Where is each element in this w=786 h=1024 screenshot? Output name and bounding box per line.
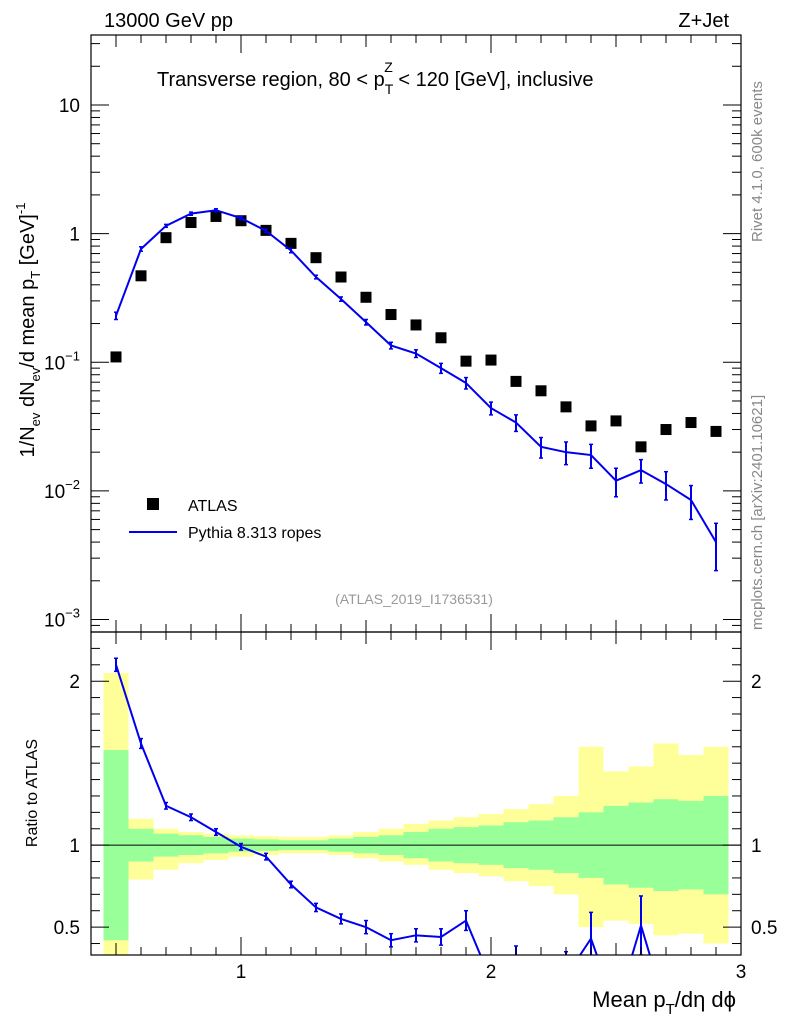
ratio-y-tick-label-right: 1 bbox=[751, 836, 762, 857]
atlas-point bbox=[360, 291, 372, 303]
process-label: Z+Jet bbox=[678, 10, 729, 32]
mc-curve bbox=[115, 209, 717, 543]
atlas-point bbox=[310, 252, 322, 264]
atlas-point bbox=[210, 210, 222, 222]
atlas-point bbox=[335, 271, 347, 283]
x-tick-label: 3 bbox=[736, 962, 747, 983]
atlas-markers bbox=[110, 210, 722, 453]
atlas-point bbox=[510, 375, 522, 387]
y-tick-label: 1 bbox=[69, 225, 80, 246]
ratio-ticks bbox=[90, 631, 742, 955]
main-frame bbox=[90, 34, 742, 633]
rivet-label: Rivet 4.1.0, 600k events bbox=[749, 81, 766, 242]
atlas-point bbox=[410, 319, 422, 331]
atlas-point bbox=[685, 417, 697, 429]
legend-atlas-marker bbox=[147, 498, 159, 510]
x-tick-label: 1 bbox=[236, 962, 247, 983]
uncertainty-bands bbox=[103, 672, 729, 955]
ratio-y-axis-label: Ratio to ATLAS bbox=[24, 739, 41, 847]
atlas-point bbox=[610, 415, 622, 427]
atlas-point bbox=[135, 270, 147, 282]
main-y-axis-label: 1/Nev dNev/d mean pT [GeV]-1 bbox=[13, 203, 43, 458]
atlas-point bbox=[585, 420, 597, 432]
atlas-point bbox=[485, 354, 497, 366]
main-panel: 10−3 10−2 10−1 1 10 Transverse region, 80 < … bbox=[13, 34, 742, 633]
x-tick-labels: 1 2 3 bbox=[236, 962, 747, 983]
mcplots-label: mcplots.cern.ch [arXiv:2401.10621] bbox=[749, 395, 766, 630]
mc-curve-group bbox=[114, 208, 718, 572]
y-tick-label: 10 bbox=[59, 96, 80, 117]
y-tick-label: 10−3 bbox=[44, 606, 80, 632]
ratio-y-tick-label-right: 0.5 bbox=[751, 918, 777, 939]
ratio-clipped bbox=[114, 657, 651, 955]
atlas-point bbox=[435, 332, 447, 344]
ratio-curve-group bbox=[114, 657, 651, 955]
main-y-tick-labels: 10−3 10−2 10−1 1 10 bbox=[44, 96, 80, 632]
ratio-y-tick-label: 1 bbox=[69, 836, 80, 857]
energy-label: 13000 GeV pp bbox=[104, 10, 233, 32]
atlas-point bbox=[460, 355, 472, 367]
atlas-point bbox=[660, 424, 672, 436]
main-title: Transverse region, 80 < pTZ < 120 [GeV],… bbox=[157, 59, 594, 97]
x-axis-label: Mean pT/dη dϕ bbox=[592, 987, 736, 1018]
main-ticks bbox=[90, 35, 742, 633]
ratio-y-tick-label: 2 bbox=[69, 672, 80, 693]
ratio-panel: 0.5 0.5 1 1 2 2 1 2 3 Ratio to ATLAS Mean pT/dη… bbox=[24, 631, 778, 1018]
atlas-point bbox=[635, 441, 647, 453]
atlas-point bbox=[385, 309, 397, 321]
atlas-point bbox=[710, 425, 722, 437]
atlas-point bbox=[235, 215, 247, 227]
legend-mc-label: Pythia 8.313 ropes bbox=[188, 525, 321, 542]
atlas-point bbox=[185, 217, 197, 229]
atlas-point bbox=[160, 232, 172, 244]
ratio-y-tick-label: 0.5 bbox=[54, 918, 80, 939]
atlas-point bbox=[535, 385, 547, 397]
x-tick-label: 2 bbox=[486, 962, 497, 983]
y-tick-label: 10−2 bbox=[44, 477, 80, 503]
analysis-id: (ATLAS_2019_I1736531) bbox=[335, 591, 493, 607]
atlas-point bbox=[285, 237, 297, 249]
ratio-y-tick-label-right: 2 bbox=[751, 672, 762, 693]
atlas-point bbox=[560, 401, 572, 413]
ratio-y-tick-labels: 0.5 0.5 1 1 2 2 bbox=[54, 672, 778, 939]
legend-atlas-label: ATLAS bbox=[188, 498, 238, 515]
y-tick-label: 10−1 bbox=[44, 348, 80, 374]
atlas-point bbox=[110, 351, 122, 363]
